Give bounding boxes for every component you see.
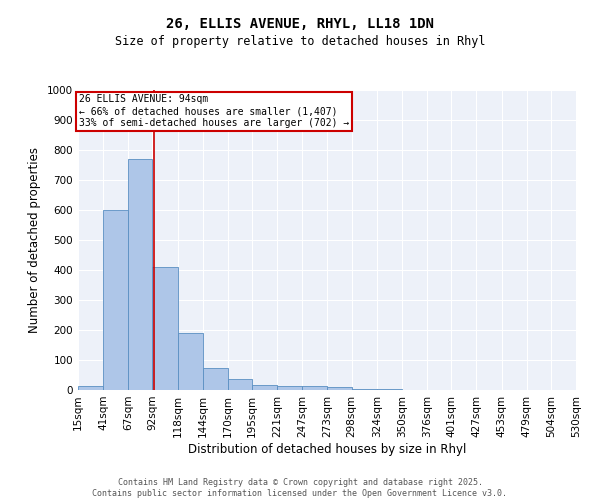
Text: 26, ELLIS AVENUE, RHYL, LL18 1DN: 26, ELLIS AVENUE, RHYL, LL18 1DN (166, 18, 434, 32)
Bar (228, 378, 252, 390)
Bar (277, 386, 302, 390)
Bar (352, 388, 377, 390)
Text: Contains HM Land Registry data © Crown copyright and database right 2025.
Contai: Contains HM Land Registry data © Crown c… (92, 478, 508, 498)
Bar (178, 333, 203, 390)
Y-axis label: Number of detached properties: Number of detached properties (28, 147, 41, 333)
Bar (252, 385, 277, 390)
Bar (203, 368, 228, 390)
X-axis label: Distribution of detached houses by size in Rhyl: Distribution of detached houses by size … (188, 442, 466, 456)
Bar (302, 386, 328, 390)
Bar (328, 387, 352, 390)
Text: 26 ELLIS AVENUE: 94sqm
← 66% of detached houses are smaller (1,407)
33% of semi-: 26 ELLIS AVENUE: 94sqm ← 66% of detached… (79, 94, 349, 128)
Bar (78, 386, 103, 390)
Bar (128, 159, 152, 390)
Bar (152, 267, 178, 390)
Text: Size of property relative to detached houses in Rhyl: Size of property relative to detached ho… (115, 35, 485, 48)
Bar (103, 210, 128, 390)
